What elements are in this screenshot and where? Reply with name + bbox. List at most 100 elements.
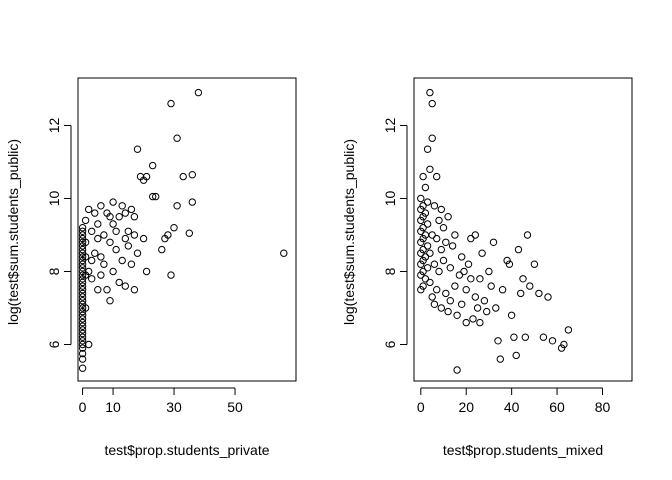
data-point-mixed-73	[476, 318, 484, 327]
y-axis-label-mixed: log(test$sum.students_public)	[341, 139, 357, 325]
data-point-private-62	[106, 213, 114, 221]
data-point-private-57	[100, 231, 108, 239]
data-point-private-1	[78, 355, 87, 363]
data-point-private-18	[78, 289, 87, 298]
x-tick-label-10: 10	[105, 399, 121, 415]
data-point-private-81	[130, 213, 139, 221]
data-point-mixed-87	[507, 311, 516, 319]
data-point-mixed-0	[417, 286, 425, 294]
data-point-private-26	[78, 260, 87, 268]
data-point-private-2	[78, 349, 87, 358]
data-point-private-23	[78, 271, 87, 279]
data-point-mixed-1	[417, 271, 425, 279]
points-private	[78, 88, 288, 372]
data-point-private-77	[127, 205, 136, 214]
data-point-mixed-22	[421, 183, 430, 192]
data-point-mixed-60	[455, 271, 464, 279]
y-tick-label-8: 8	[46, 267, 62, 275]
data-point-mixed-44	[437, 205, 445, 214]
data-point-mixed-21	[421, 209, 430, 217]
data-point-mixed-38	[430, 300, 439, 308]
data-point-private-72	[121, 282, 130, 290]
data-point-mixed-2	[417, 260, 425, 268]
data-point-private-66	[112, 245, 120, 254]
data-point-private-5	[78, 337, 87, 345]
data-point-private-99	[173, 202, 181, 210]
data-point-private-8	[78, 326, 87, 334]
data-point-mixed-7	[417, 205, 425, 214]
data-point-private-71	[118, 202, 126, 210]
data-point-private-83	[133, 145, 142, 153]
data-point-mixed-3	[417, 249, 425, 257]
data-point-mixed-54	[446, 297, 454, 305]
data-point-private-51	[94, 234, 102, 243]
data-point-mixed-46	[437, 304, 445, 312]
data-point-private-50	[94, 286, 102, 294]
points-mixed	[417, 88, 573, 374]
data-point-mixed-10	[419, 267, 427, 276]
data-point-mixed-53	[446, 264, 454, 272]
data-point-mixed-26	[423, 198, 432, 206]
data-point-private-19	[78, 286, 87, 294]
data-point-private-28	[78, 253, 87, 261]
data-point-mixed-15	[419, 213, 427, 221]
data-point-private-60	[106, 297, 114, 305]
data-point-mixed-88	[510, 333, 518, 341]
data-point-mixed-91	[517, 289, 525, 298]
data-point-mixed-51	[444, 307, 452, 316]
data-point-mixed-95	[526, 282, 534, 290]
data-point-private-32	[78, 238, 87, 247]
data-point-private-89	[149, 192, 157, 201]
data-point-private-74	[121, 209, 130, 217]
data-point-mixed-101	[557, 344, 566, 352]
data-point-mixed-8	[417, 194, 425, 203]
data-point-mixed-18	[421, 275, 430, 283]
data-point-mixed-28	[426, 88, 434, 97]
data-point-private-100	[179, 172, 187, 181]
data-point-private-75	[124, 242, 133, 250]
data-point-private-64	[109, 220, 117, 228]
data-point-mixed-85	[503, 256, 511, 265]
data-point-mixed-93	[521, 333, 529, 341]
data-point-private-34	[78, 231, 87, 239]
data-point-mixed-41	[433, 286, 441, 294]
data-point-mixed-31	[426, 165, 434, 174]
data-point-mixed-82	[494, 337, 502, 345]
data-point-private-101	[185, 229, 194, 237]
data-point-private-68	[115, 278, 123, 287]
data-point-private-7	[78, 329, 87, 338]
data-point-private-48	[91, 249, 99, 257]
data-point-private-97	[170, 224, 178, 232]
data-point-mixed-49	[442, 289, 450, 298]
data-point-mixed-52	[444, 213, 452, 221]
data-point-mixed-11	[419, 256, 427, 265]
data-point-mixed-94	[523, 231, 532, 239]
data-point-mixed-69	[469, 315, 477, 323]
data-point-mixed-36	[430, 202, 439, 210]
data-point-mixed-47	[439, 224, 448, 232]
y-tick-label-12: 12	[382, 117, 398, 133]
data-point-private-3	[78, 344, 87, 352]
data-point-mixed-65	[462, 318, 470, 327]
data-point-mixed-37	[430, 260, 439, 268]
panel-private: 0 10 30 50 6 8 10 12 test$prop.students_privat…	[5, 77, 297, 458]
data-point-private-95	[167, 99, 175, 108]
data-point-mixed-23	[423, 264, 432, 272]
data-point-private-39	[81, 253, 90, 261]
data-point-private-61	[106, 238, 114, 247]
y-tick-label-6: 6	[46, 340, 62, 348]
data-point-private-56	[100, 260, 108, 268]
data-point-private-85	[139, 234, 148, 243]
data-point-private-52	[94, 220, 102, 228]
data-point-mixed-90	[514, 245, 523, 254]
data-point-private-79	[130, 286, 139, 294]
plot-frame-mixed	[413, 77, 633, 382]
data-point-private-87	[142, 267, 151, 276]
data-point-private-98	[173, 134, 181, 142]
data-point-private-11	[78, 315, 87, 323]
data-point-mixed-92	[519, 275, 527, 283]
data-point-mixed-40	[433, 234, 441, 243]
y-axis-label-private: log(test$sum.students_public)	[5, 139, 21, 325]
data-point-mixed-58	[453, 311, 461, 319]
